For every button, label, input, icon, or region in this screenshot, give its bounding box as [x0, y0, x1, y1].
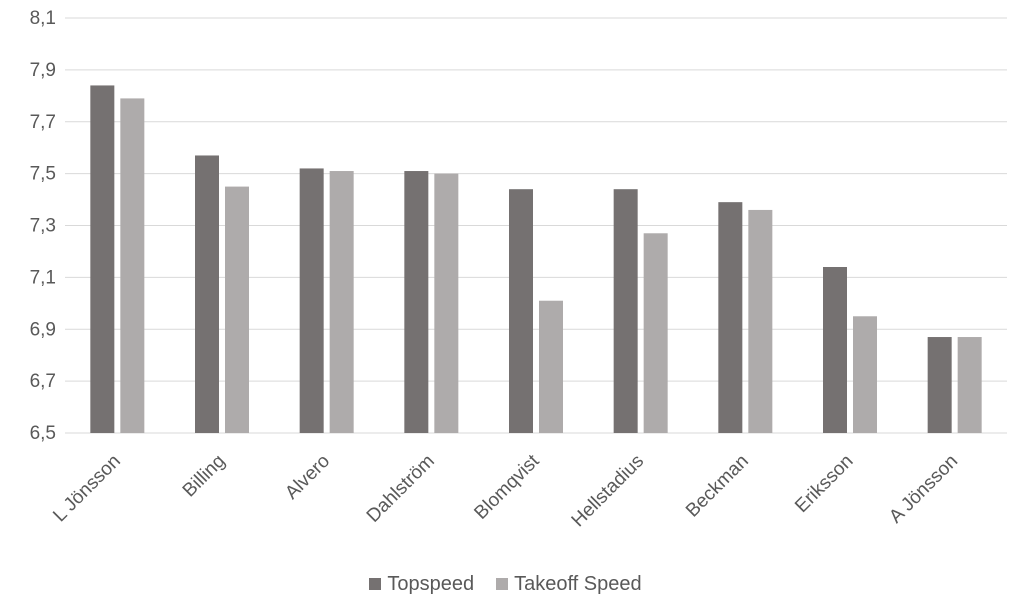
- bar-topspeed: [299, 168, 324, 433]
- x-category-label: Dahlström: [363, 451, 439, 527]
- bar-takeoff-speed: [539, 300, 563, 433]
- bar-takeoff-speed: [748, 209, 773, 433]
- y-tick-label: 7,3: [30, 216, 56, 237]
- bar-topspeed: [195, 155, 219, 433]
- bar-topspeed: [718, 202, 743, 433]
- bar-takeoff-speed: [225, 186, 249, 433]
- x-category-label: Beckman: [682, 451, 753, 522]
- x-category-label: Hellstadius: [568, 451, 649, 532]
- legend-label-takeoff-speed: Takeoff Speed: [514, 572, 642, 595]
- y-tick-label: 7,7: [30, 112, 56, 133]
- y-tick-label: 6,7: [30, 371, 56, 392]
- x-category-label: Alvero: [281, 451, 334, 504]
- x-axis-category-labels: L Jönsson Billing Alvero Dahlström Blomqvist…: [49, 450, 962, 531]
- bar-topspeed: [509, 189, 533, 433]
- x-category-label: A Jönsson: [885, 451, 962, 528]
- y-tick-label: 6,5: [30, 423, 56, 444]
- legend-label-topspeed: Topspeed: [387, 572, 475, 595]
- bar-takeoff-speed: [329, 171, 354, 433]
- bar-takeoff-speed: [853, 316, 877, 433]
- legend-swatch-topspeed: [369, 578, 382, 590]
- y-tick-label: 6,9: [30, 319, 56, 340]
- bars: [90, 85, 982, 433]
- legend-swatch-takeoff-speed: [496, 578, 509, 590]
- legend-item-takeoff-speed: Takeoff Speed: [496, 573, 642, 596]
- bar-topspeed: [404, 171, 429, 433]
- legend-item-topspeed: Topspeed: [369, 573, 474, 596]
- bar-topspeed: [613, 189, 638, 433]
- x-category-label: L Jönsson: [49, 451, 125, 527]
- bar-topspeed: [90, 85, 115, 433]
- y-tick-label: 7,9: [30, 60, 56, 81]
- legend: Topspeed Takeoff Speed: [0, 570, 1011, 598]
- bar-takeoff-speed: [957, 337, 982, 433]
- x-category-label: Blomqvist: [470, 450, 544, 524]
- y-axis-tick-labels: 6,5 6,7 6,9 7,1 7,3 7,5 7,7 7,9 8,1: [30, 8, 56, 444]
- bar-takeoff-speed: [120, 98, 145, 433]
- bar-takeoff-speed: [434, 173, 459, 433]
- bar-topspeed: [823, 267, 847, 433]
- y-tick-label: 7,1: [30, 267, 56, 288]
- bar-topspeed: [927, 337, 952, 433]
- y-tick-label: 7,5: [30, 164, 56, 185]
- x-category-label: Billing: [179, 451, 230, 502]
- bar-takeoff-speed: [643, 233, 668, 433]
- gridlines: [65, 17, 1007, 434]
- x-category-label: Eriksson: [791, 451, 857, 517]
- y-tick-label: 8,1: [30, 8, 56, 29]
